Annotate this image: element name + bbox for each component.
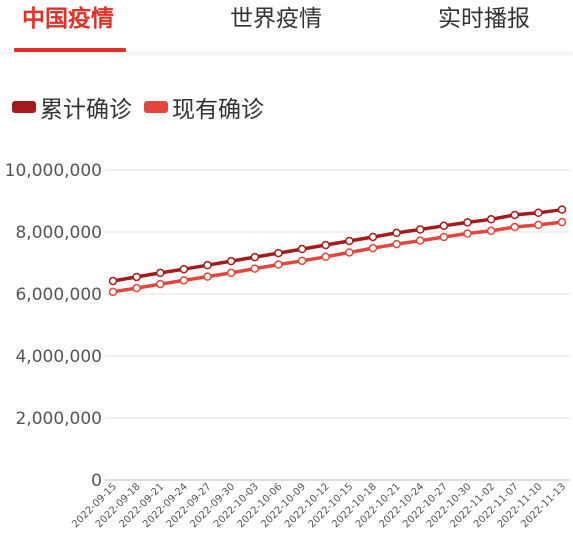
data-point-current <box>415 236 425 245</box>
legend-item-cumulative[interactable]: 累计确诊 <box>12 90 132 124</box>
y-tick-label: 6,000,000 <box>15 285 102 305</box>
data-point-current <box>321 252 330 262</box>
data-point-current <box>557 217 567 227</box>
data-point-current <box>108 287 118 297</box>
legend-item-current[interactable]: 现有确诊 <box>144 90 264 124</box>
data-point-current <box>156 279 165 289</box>
legend-swatch-cumulative <box>12 101 36 113</box>
data-point-cumulative <box>557 205 567 214</box>
y-tick-label: 4,000,000 <box>15 347 102 367</box>
y-tick-label: 2,000,000 <box>15 409 102 429</box>
data-point-cumulative <box>108 276 118 286</box>
data-point-current <box>132 283 141 293</box>
data-point-current <box>250 264 260 273</box>
data-point-current <box>439 232 449 242</box>
data-point-cumulative <box>368 232 378 242</box>
data-point-cumulative <box>179 264 189 274</box>
data-point-cumulative <box>203 260 212 270</box>
data-point-cumulative <box>439 221 449 231</box>
data-point-cumulative <box>226 256 236 266</box>
data-point-current <box>203 272 212 281</box>
tab-china[interactable]: 中国疫情 <box>22 6 114 32</box>
y-tick-label: 10,000,000 <box>5 161 102 181</box>
data-point-cumulative <box>297 244 307 254</box>
data-point-cumulative <box>415 225 425 234</box>
data-point-current <box>297 256 307 266</box>
data-point-current <box>274 260 283 269</box>
data-point-cumulative <box>250 252 260 262</box>
data-point-current <box>486 226 496 236</box>
chart-legend: 累计确诊 现有确诊 <box>12 90 276 124</box>
data-point-current <box>368 243 378 253</box>
data-point-current <box>179 276 189 285</box>
legend-label-current: 现有确诊 <box>172 97 264 123</box>
data-point-cumulative <box>534 208 543 218</box>
data-point-cumulative <box>392 228 401 238</box>
data-point-cumulative <box>463 218 472 227</box>
active-tab-indicator <box>14 48 126 52</box>
data-point-current <box>510 222 519 232</box>
data-point-cumulative <box>321 240 330 250</box>
tab-bar: 中国疫情 世界疫情 实时播报 <box>0 0 573 52</box>
data-point-cumulative <box>510 210 519 220</box>
y-tick-label: 8,000,000 <box>15 223 102 243</box>
tab-live[interactable]: 实时播报 <box>438 6 530 32</box>
data-point-current <box>226 268 236 278</box>
y-tick-label: 0 <box>91 471 102 491</box>
data-point-cumulative <box>132 272 141 282</box>
data-point-cumulative <box>486 215 496 224</box>
data-point-current <box>534 220 543 230</box>
legend-swatch-current <box>144 101 168 113</box>
data-point-current <box>345 248 354 257</box>
legend-label-cumulative: 累计确诊 <box>40 97 132 123</box>
tab-world[interactable]: 世界疫情 <box>230 6 322 32</box>
data-point-cumulative <box>345 236 354 246</box>
data-point-cumulative <box>156 268 165 278</box>
data-point-current <box>392 239 401 249</box>
data-point-cumulative <box>274 248 283 258</box>
data-point-current <box>463 229 472 238</box>
